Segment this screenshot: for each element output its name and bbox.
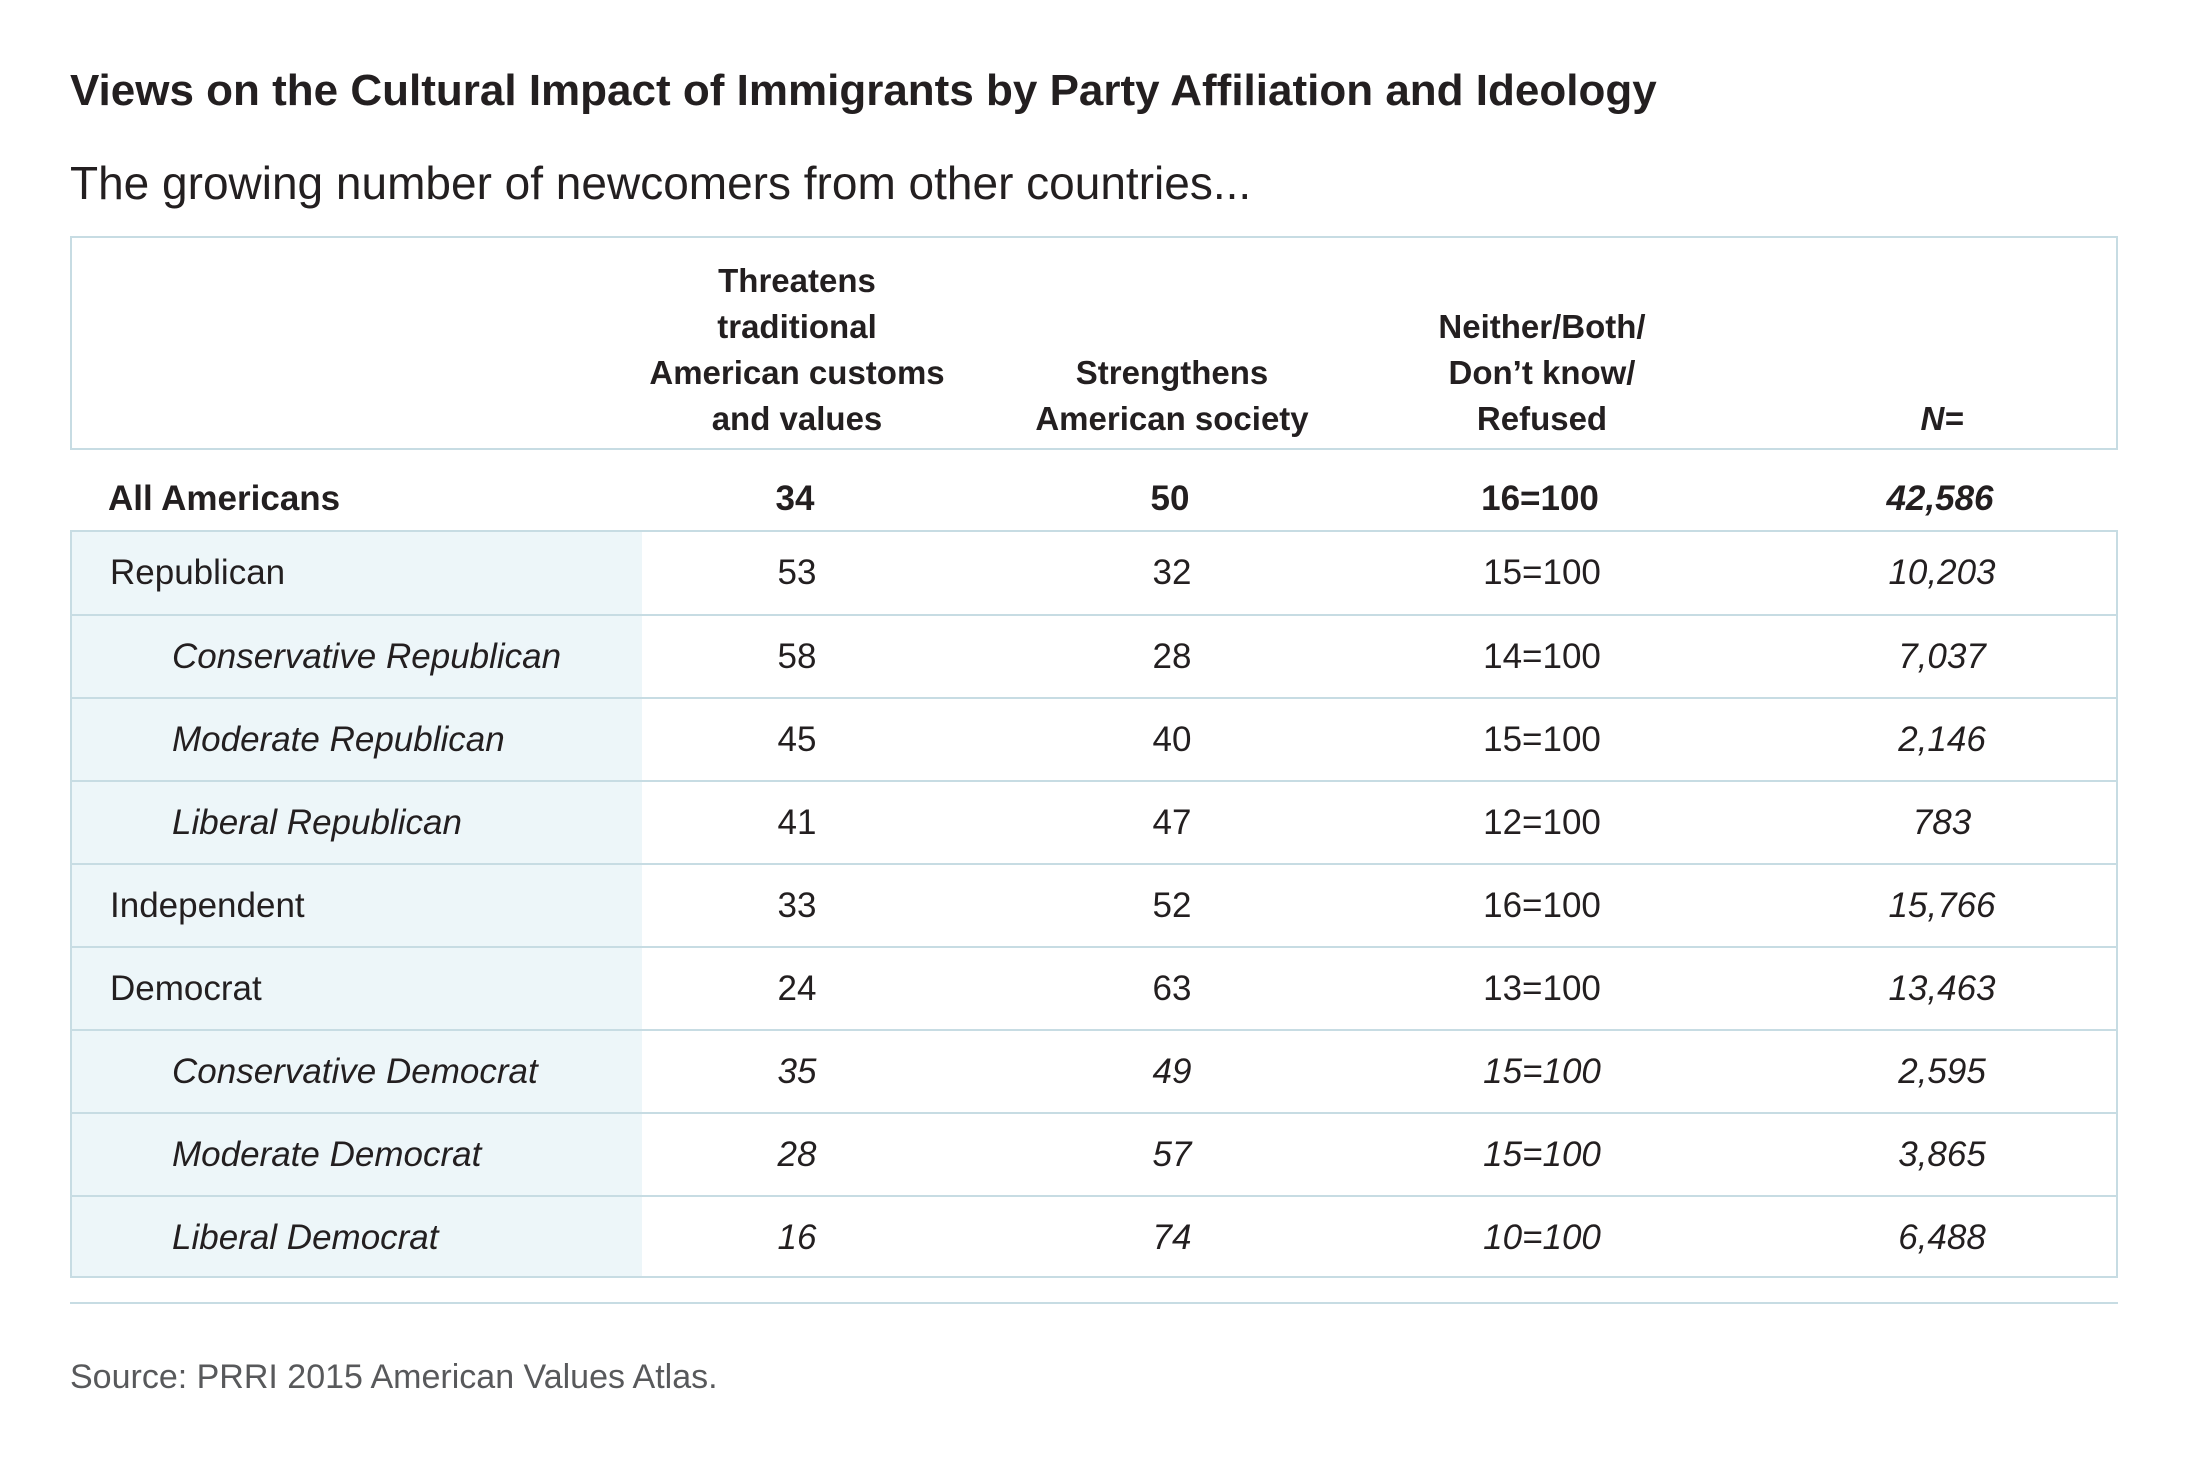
cell-n: 3,865	[1898, 1135, 1986, 1174]
cell-n: 13,463	[1888, 969, 1996, 1008]
cell-strengthens: 52	[1152, 886, 1192, 925]
cell-n: 783	[1912, 803, 1972, 842]
cell-threatens: 34	[775, 479, 815, 518]
data-table: Threatens traditional American customs a…	[70, 236, 2118, 1278]
cell-strengthens: 74	[1152, 1218, 1192, 1257]
table-row-democrat: Democrat 24 63 13=100 13,463	[72, 946, 2116, 1030]
cell-threatens: 53	[777, 553, 817, 592]
cell-neither: 15=100	[1483, 553, 1601, 592]
cell-neither: 16=100	[1483, 886, 1601, 925]
column-header-neither: Neither/Both/ Don’t know/ Refused	[1438, 308, 1646, 437]
cell-strengthens: 49	[1152, 1052, 1192, 1091]
cell-neither: 15=100	[1483, 1052, 1601, 1091]
cell-n: 2,146	[1898, 720, 1986, 759]
label-column-shade	[72, 532, 642, 1276]
footer-divider	[70, 1302, 2118, 1304]
cell-n: 15,766	[1888, 886, 1996, 925]
chart-title: Views on the Cultural Impact of Immigran…	[70, 66, 1657, 115]
cell-neither: 10=100	[1483, 1218, 1601, 1257]
cell-neither: 14=100	[1483, 637, 1601, 676]
cell-strengthens: 50	[1150, 479, 1190, 518]
cell-threatens: 58	[777, 637, 817, 676]
table-row-moderate-democrat: Moderate Democrat 28 57 15=100 3,865	[72, 1112, 2116, 1196]
cell-strengthens: 40	[1152, 720, 1192, 759]
cell-neither: 16=100	[1481, 479, 1599, 518]
row-label: Conservative Democrat	[172, 1052, 538, 1091]
table-body: Republican 53 32 15=100 10,203 Conservat…	[70, 530, 2118, 1278]
cell-n: 7,037	[1898, 637, 1986, 676]
cell-strengthens: 32	[1152, 553, 1192, 592]
table-row-independent: Independent 33 52 16=100 15,766	[72, 863, 2116, 947]
chart-subtitle: The growing number of newcomers from oth…	[70, 157, 1252, 209]
table-row-republican: Republican 53 32 15=100 10,203	[72, 532, 2116, 614]
table-row-conservative-republican: Conservative Republican 58 28 14=100 7,0…	[72, 614, 2116, 698]
cell-strengthens: 57	[1152, 1135, 1192, 1174]
cell-neither: 12=100	[1483, 803, 1601, 842]
row-label: All Americans	[108, 479, 341, 518]
cell-strengthens: 28	[1152, 637, 1192, 676]
cell-neither: 13=100	[1483, 969, 1601, 1008]
row-label: Moderate Republican	[172, 720, 505, 759]
row-label: Liberal Democrat	[172, 1218, 439, 1257]
table-header: Threatens traditional American customs a…	[70, 236, 2118, 450]
cell-strengthens: 47	[1152, 803, 1192, 842]
row-label: Liberal Republican	[172, 803, 462, 842]
cell-threatens: 35	[777, 1052, 817, 1091]
cell-threatens: 45	[777, 720, 817, 759]
table-row-conservative-democrat: Conservative Democrat 35 49 15=100 2,595	[72, 1029, 2116, 1113]
table-row-liberal-democrat: Liberal Democrat 16 74 10=100 6,488	[72, 1195, 2116, 1279]
cell-n: 2,595	[1898, 1052, 1986, 1091]
cell-n: 10,203	[1888, 553, 1996, 592]
row-label: Conservative Republican	[172, 637, 562, 676]
cell-threatens: 41	[777, 803, 817, 842]
source-note: Source: PRRI 2015 American Values Atlas.	[70, 1358, 718, 1396]
row-label: Democrat	[110, 969, 262, 1008]
cell-threatens: 28	[777, 1135, 817, 1174]
column-header-threatens: Threatens traditional American customs a…	[649, 262, 945, 437]
cell-n: 6,488	[1898, 1218, 1986, 1257]
row-label: Moderate Democrat	[172, 1135, 482, 1174]
cell-strengthens: 63	[1152, 969, 1192, 1008]
cell-neither: 15=100	[1483, 1135, 1601, 1174]
cell-threatens: 16	[777, 1218, 817, 1257]
column-header-n: N=	[1920, 400, 1964, 437]
cell-n: 42,586	[1886, 479, 1994, 518]
cell-threatens: 24	[777, 969, 817, 1008]
table-row-liberal-republican: Liberal Republican 41 47 12=100 783	[72, 780, 2116, 864]
row-label: Independent	[110, 886, 305, 925]
table-row-all-americans: All Americans 34 50 16=100 42,586	[70, 450, 2118, 548]
column-header-strengthens: Strengthens American society	[1035, 354, 1309, 437]
row-label: Republican	[110, 553, 286, 592]
cell-threatens: 33	[777, 886, 817, 925]
cell-neither: 15=100	[1483, 720, 1601, 759]
table-row-moderate-republican: Moderate Republican 45 40 15=100 2,146	[72, 697, 2116, 781]
